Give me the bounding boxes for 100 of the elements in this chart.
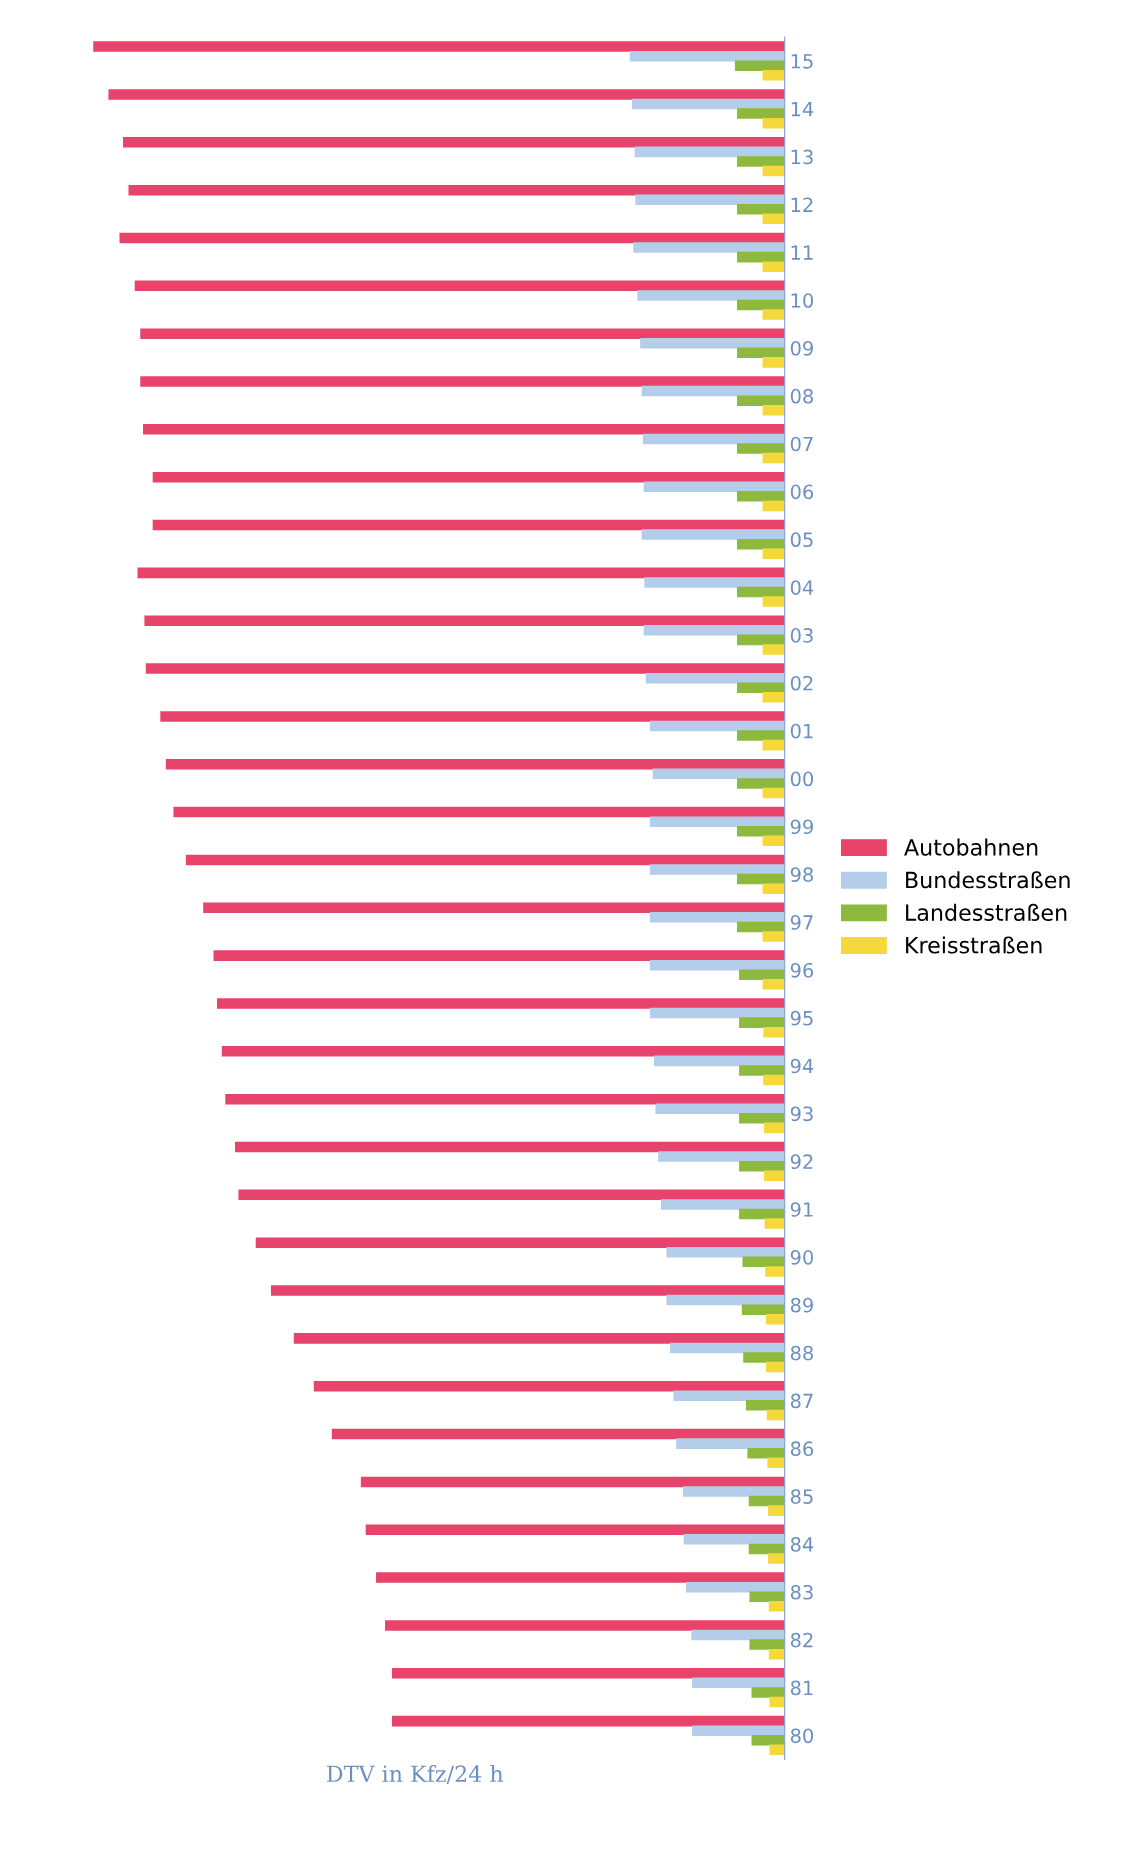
bar: [122, 137, 785, 148]
bar: [137, 567, 785, 579]
y-tick-label: 02: [790, 675, 813, 691]
y-tick-label: 03: [790, 628, 813, 643]
bar: [365, 1524, 785, 1536]
bar: [655, 1103, 785, 1114]
y-tick-label: 86: [790, 1441, 814, 1457]
bar: [739, 1113, 785, 1124]
bar: [736, 491, 785, 502]
bar: [766, 1361, 785, 1373]
bar: [736, 682, 785, 693]
bar: [692, 1677, 785, 1689]
bar: [762, 739, 785, 751]
bar: [745, 1400, 785, 1411]
y-tick-label: 81: [790, 1680, 813, 1696]
bar: [649, 864, 785, 875]
bar: [634, 146, 785, 158]
bar: [763, 1026, 785, 1038]
y-tick-label: 82: [790, 1632, 813, 1648]
y-tick-label: 08: [790, 388, 813, 404]
bar: [313, 1380, 785, 1392]
bar: [739, 1208, 785, 1220]
bar: [217, 998, 785, 1009]
y-tick-label: 92: [790, 1154, 813, 1170]
y-tick-label: 11: [791, 245, 813, 260]
bar: [385, 1620, 785, 1631]
y-tick-label: 15: [791, 54, 813, 69]
bar: [762, 452, 785, 464]
bar: [152, 471, 785, 483]
bar: [736, 395, 785, 406]
bar: [763, 1170, 785, 1181]
bar: [743, 1352, 785, 1363]
bar: [635, 194, 785, 205]
bar: [769, 1696, 785, 1708]
bar: [669, 1342, 785, 1354]
bar: [649, 959, 785, 971]
bar: [643, 481, 785, 493]
bar: [185, 854, 785, 866]
y-tick-label: 91: [790, 1202, 813, 1217]
bar: [640, 337, 785, 349]
bar: [649, 912, 785, 923]
y-tick-label: 01: [790, 723, 813, 739]
bar: [762, 404, 785, 416]
bar: [673, 1390, 785, 1402]
legend-label: Autobahnen: [904, 838, 1038, 856]
bar: [736, 204, 785, 215]
y-tick-label: 98: [790, 867, 813, 882]
bar: [234, 1141, 785, 1153]
bar: [762, 644, 785, 655]
bar: [255, 1237, 785, 1248]
bar: [768, 1601, 785, 1612]
bar: [683, 1486, 785, 1497]
bar: [631, 98, 785, 110]
bar: [734, 60, 785, 72]
bar: [649, 1007, 785, 1019]
y-tick-label: 90: [790, 1250, 814, 1265]
y-tick-label: 14: [791, 102, 814, 117]
bar: [221, 1046, 785, 1057]
bar: [160, 711, 785, 722]
legend-label: Bundesstraßen: [906, 871, 1070, 889]
bar: [685, 1581, 785, 1593]
y-tick-label: 84: [790, 1537, 814, 1552]
bar: [649, 720, 785, 732]
bar: [331, 1428, 785, 1440]
bar: [736, 730, 785, 741]
bar: [768, 1553, 785, 1564]
bar: [749, 1639, 785, 1650]
bar: [692, 1725, 785, 1736]
bar: [762, 883, 785, 894]
bar: [683, 1534, 785, 1545]
bar: [762, 787, 785, 799]
bar: [749, 1591, 785, 1602]
bar: [762, 500, 785, 512]
y-tick-label: 04: [790, 580, 814, 595]
bar: [741, 1304, 785, 1315]
y-tick-label: 83: [790, 1584, 813, 1600]
bar: [652, 768, 785, 780]
bar: [736, 825, 785, 837]
bar: [119, 232, 785, 244]
x-axis-title: DTV in Kfz/24 h: [327, 1764, 504, 1784]
bar: [376, 1572, 785, 1583]
bar: [762, 931, 785, 942]
y-tick-label: 06: [790, 484, 814, 500]
bar: [676, 1438, 785, 1449]
y-tick-label: 93: [790, 1106, 813, 1122]
bar: [644, 577, 785, 588]
bar: [143, 424, 785, 435]
bar: [658, 1151, 785, 1162]
bar: [238, 1189, 785, 1201]
bar: [637, 290, 785, 301]
legend-label: Kreisstraßen: [906, 936, 1042, 954]
bar: [144, 615, 785, 626]
bar: [769, 1744, 785, 1756]
bar: [641, 385, 785, 397]
y-tick-label: 05: [790, 532, 813, 548]
bar: [736, 156, 785, 167]
bar: [762, 117, 785, 129]
y-tick-label: 13: [791, 149, 813, 165]
bar: [768, 1505, 785, 1516]
bar: [736, 443, 785, 454]
